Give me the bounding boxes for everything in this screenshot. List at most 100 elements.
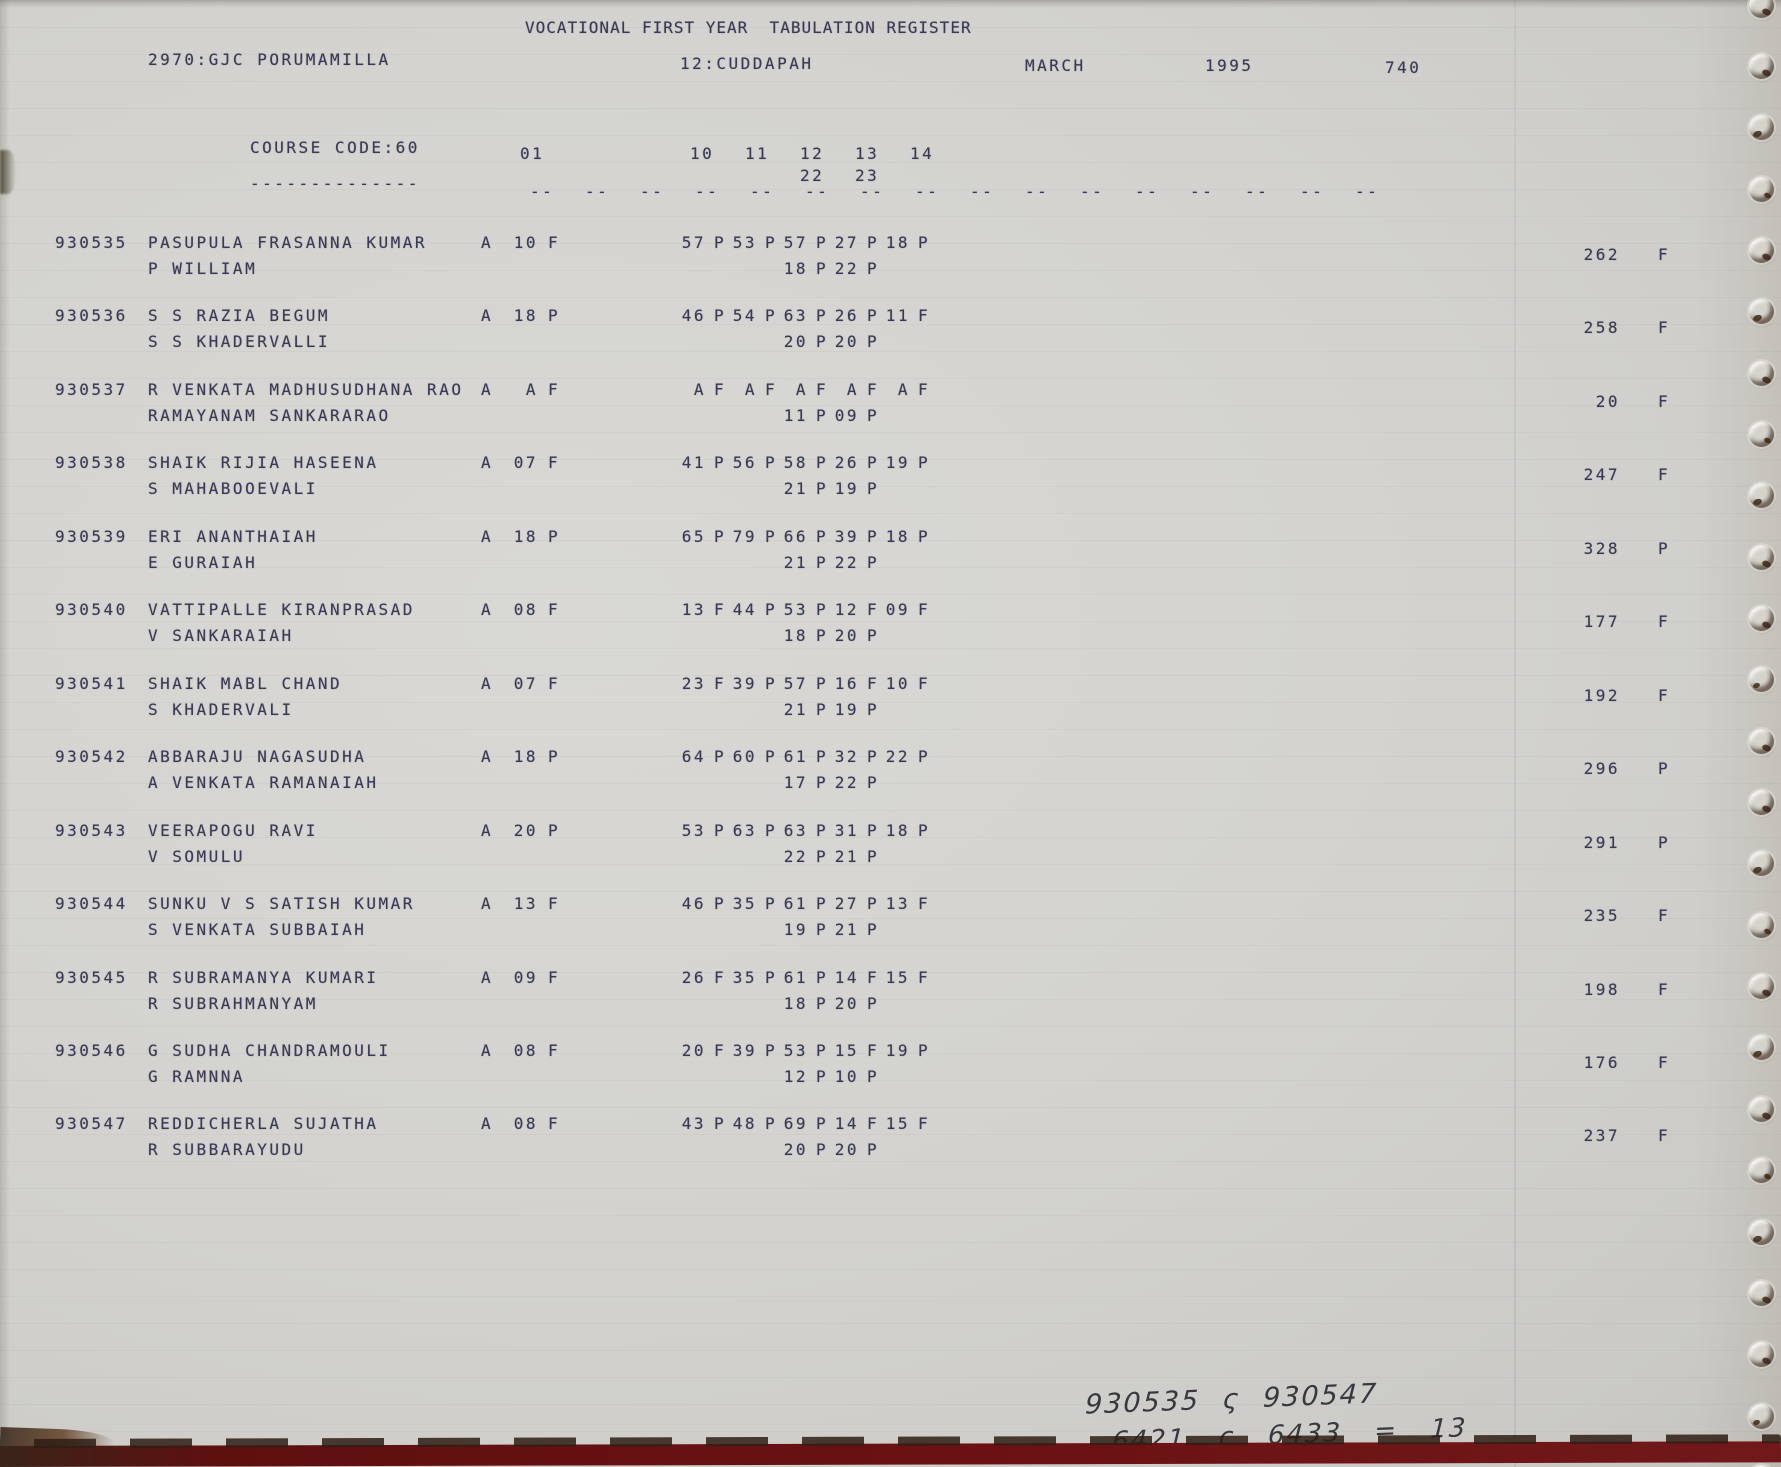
subject-result: P bbox=[765, 1040, 778, 1060]
register-number: 930544 bbox=[55, 894, 128, 914]
subject-mark-pair: 20 P bbox=[782, 1140, 842, 1159]
sub-column-header: 23 bbox=[855, 166, 880, 185]
total-marks: 20 bbox=[1595, 391, 1620, 411]
overall-result: P bbox=[1658, 759, 1671, 779]
subject-marks: 66 bbox=[783, 526, 808, 546]
ruler-dash: -- bbox=[1190, 182, 1215, 201]
subject-mark-pair: 53 P bbox=[680, 821, 740, 840]
subject-mark-pair: 22 P bbox=[833, 773, 893, 792]
subject-mark-pair: 69 P bbox=[782, 1114, 842, 1133]
handwritten-range-note: 930535 ς 930547 bbox=[1084, 1378, 1379, 1421]
subject-marks: 09 bbox=[885, 600, 910, 620]
subject-mark-pair: 20 F bbox=[680, 1041, 740, 1060]
table-row: 930545 R SUBRAMANYA KUMARI R SUBRAHMANYA… bbox=[0, 968, 1781, 1042]
father-name: V SANKARAIAH bbox=[148, 626, 294, 646]
subject-marks: 46 bbox=[681, 306, 706, 326]
subject-mark-pair: 13 F bbox=[884, 894, 944, 913]
father-name: R SUBRAHMANYAM bbox=[148, 993, 318, 1013]
student-name: SHAIK RIJIA HASEENA bbox=[148, 453, 379, 473]
subject-marks: 20 bbox=[834, 332, 859, 352]
overall-result: F bbox=[1658, 318, 1671, 338]
total-marks: 176 bbox=[1583, 1052, 1620, 1072]
table-row: 930537 R VENKATA MADHUSUDHANA RAO RAMAYA… bbox=[0, 380, 1781, 454]
subject-result: P bbox=[918, 747, 931, 767]
sprocket-hole bbox=[1749, 606, 1774, 631]
subject-marks: 53 bbox=[783, 1040, 808, 1060]
subject-marks: 64 bbox=[681, 747, 706, 767]
subject-marks: 53 bbox=[783, 600, 808, 620]
subject-result: P bbox=[867, 453, 880, 473]
subject-result: F bbox=[918, 600, 931, 620]
student-name: PASUPULA FRASANNA KUMAR bbox=[148, 233, 428, 252]
subject01-result: F bbox=[548, 673, 561, 693]
subject01-marks: 10 bbox=[513, 233, 538, 252]
subject-marks: 54 bbox=[732, 306, 757, 326]
subject-marks: 21 bbox=[834, 920, 859, 940]
college-name: 2970:GJC PORUMAMILLA bbox=[148, 50, 391, 69]
sprocket-hole bbox=[1749, 0, 1774, 18]
subject-result: P bbox=[816, 552, 829, 572]
sprocket-hole bbox=[1749, 1096, 1774, 1122]
sprocket-hole bbox=[1749, 912, 1774, 938]
father-name: S VENKATA SUBBAIAH bbox=[148, 920, 367, 940]
subject-mark-pair: 57 P bbox=[782, 233, 842, 252]
sprocket-hole bbox=[1749, 544, 1774, 570]
subject-mark-pair: 66 P bbox=[782, 527, 842, 546]
paper-crease-line bbox=[1514, 0, 1516, 1467]
subject-mark-pair: 22 P bbox=[884, 747, 944, 766]
subject-mark-pair: 27 P bbox=[833, 894, 893, 913]
subject-mark-pair: 79 P bbox=[731, 527, 791, 546]
subject-result: P bbox=[765, 967, 778, 987]
attendance-flag: A bbox=[481, 1040, 494, 1060]
subject-marks: A bbox=[795, 379, 808, 399]
subject-mark-pair: 64 P bbox=[680, 747, 740, 766]
subject-result: P bbox=[765, 453, 778, 473]
sprocket-hole bbox=[1749, 1403, 1774, 1429]
subject-result: P bbox=[918, 1040, 931, 1060]
total-marks: 192 bbox=[1583, 685, 1620, 705]
subject-mark-pair: 14 F bbox=[833, 968, 893, 987]
subject-result: P bbox=[918, 526, 931, 546]
subject-marks: 35 bbox=[732, 894, 757, 914]
subject-result: P bbox=[867, 259, 880, 278]
column-header: 01 bbox=[520, 144, 545, 163]
subject-result: P bbox=[816, 453, 829, 473]
ruler-dash: -- bbox=[1025, 182, 1050, 201]
photo-left-shadow bbox=[0, 0, 10, 1467]
subject-mark-pair: 18 P bbox=[884, 233, 944, 252]
total-marks: 237 bbox=[1583, 1126, 1620, 1146]
subject-mark-pair: 14 F bbox=[833, 1114, 893, 1133]
sprocket-hole bbox=[1749, 237, 1774, 263]
subject-marks: 19 bbox=[885, 1040, 910, 1060]
register-number: 930543 bbox=[55, 820, 128, 840]
column-header: 11 bbox=[745, 144, 770, 163]
student-name: R VENKATA MADHUSUDHANA RAO bbox=[148, 379, 464, 399]
total-marks: 291 bbox=[1583, 832, 1620, 852]
subject-result: P bbox=[765, 673, 778, 693]
subject-marks: 12 bbox=[783, 1066, 808, 1086]
subject-mark-pair: 26 P bbox=[833, 306, 893, 325]
attendance-flag: A bbox=[481, 820, 494, 840]
student-name: REDDICHERLA SUJATHA bbox=[148, 1114, 379, 1134]
subject-result: P bbox=[816, 773, 829, 793]
subject-result: P bbox=[816, 626, 829, 646]
subject-mark-pair: 46 P bbox=[680, 306, 740, 325]
subject-result: P bbox=[816, 894, 829, 914]
subject-mark-pair: 12 F bbox=[833, 600, 893, 619]
subject-marks: 15 bbox=[834, 1040, 859, 1060]
subject-result: P bbox=[867, 846, 880, 866]
father-name: G RAMNNA bbox=[148, 1066, 246, 1086]
subject-result: P bbox=[867, 773, 880, 793]
student-name: S S RAZIA BEGUM bbox=[148, 306, 330, 326]
subject-mark-pair: 11 P bbox=[782, 406, 842, 425]
subject-marks: 21 bbox=[783, 699, 808, 719]
father-name: S MAHABOOEVALI bbox=[148, 479, 318, 499]
subject-marks: 46 bbox=[681, 894, 706, 914]
district-name: 12:CUDDAPAH bbox=[680, 54, 814, 73]
subject-mark-pair: 26 F bbox=[680, 968, 740, 987]
subject-result: F bbox=[714, 600, 727, 620]
subject-result: P bbox=[765, 747, 778, 767]
subject-marks: 63 bbox=[783, 820, 808, 840]
sprocket-hole bbox=[1749, 483, 1774, 509]
subject-result: P bbox=[918, 453, 931, 473]
